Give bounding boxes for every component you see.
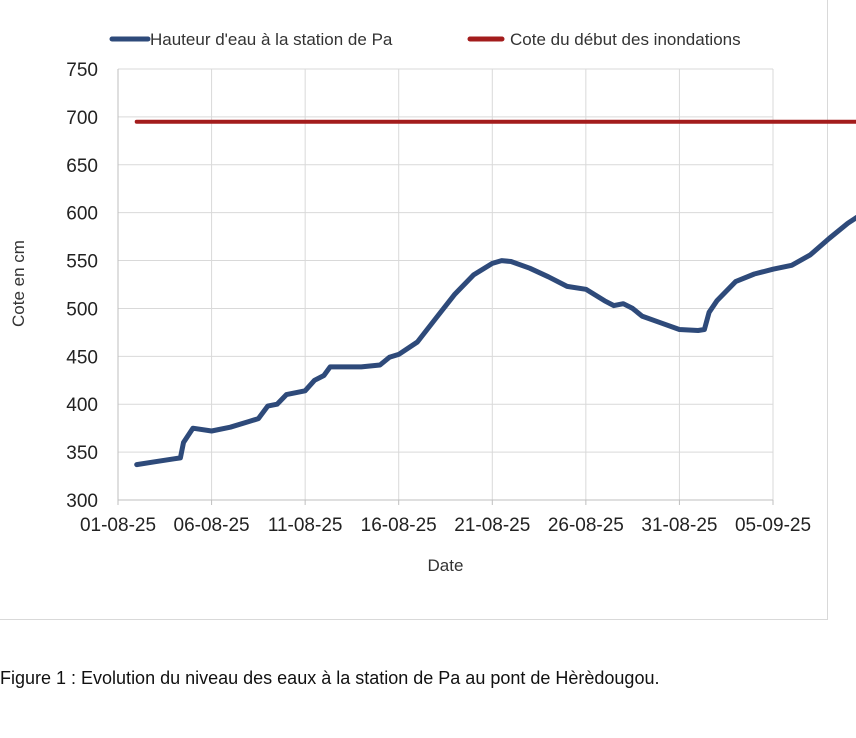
- series-line-water-level: [134, 214, 856, 468]
- y-tick-label: 350: [66, 443, 98, 464]
- y-tick-label: 650: [66, 156, 98, 177]
- y-axis-title: Cote en cm: [9, 240, 28, 327]
- legend-label: Hauteur d'eau à la station de Pa: [150, 30, 393, 49]
- y-tick-label: 700: [66, 108, 98, 129]
- series-layer: [134, 119, 856, 468]
- x-tick-label: 11-08-25: [268, 515, 343, 536]
- x-tick-label: 21-08-25: [454, 515, 530, 536]
- y-tick-labels: 300 350 400 450 500 550 600 650 700 750: [66, 60, 98, 512]
- y-tick-label: 750: [66, 60, 98, 81]
- grid: [118, 68, 774, 500]
- chart-frame: [0, 0, 828, 620]
- figure-caption: Figure 1 : Evolution du niveau des eaux …: [0, 668, 660, 688]
- x-tick-label: 26-08-25: [548, 515, 624, 536]
- legend-label: Cote du début des inondations: [510, 30, 741, 49]
- y-tick-label: 450: [66, 347, 98, 368]
- y-tick-label: 500: [66, 299, 98, 320]
- y-tick-label: 550: [66, 252, 98, 273]
- y-tick-label: 400: [66, 395, 98, 416]
- x-tick-labels: 01-08-25 06-08-25 11-08-25 16-08-25 21-08-25…: [80, 515, 811, 536]
- y-tick-label: 600: [66, 204, 98, 225]
- x-tick-label: 16-08-25: [361, 515, 437, 536]
- x-tick-label: 31-08-25: [641, 515, 717, 536]
- x-tick-label: 01-08-25: [80, 515, 156, 536]
- x-tick-label: 05-09-25: [735, 515, 811, 536]
- x-axis-title: Date: [428, 556, 464, 575]
- x-tick-label: 06-08-25: [174, 515, 250, 536]
- axes: [117, 69, 774, 505]
- legend: Hauteur d'eau à la station de Pa Cote du …: [109, 30, 741, 49]
- y-tick-label: 300: [66, 491, 98, 512]
